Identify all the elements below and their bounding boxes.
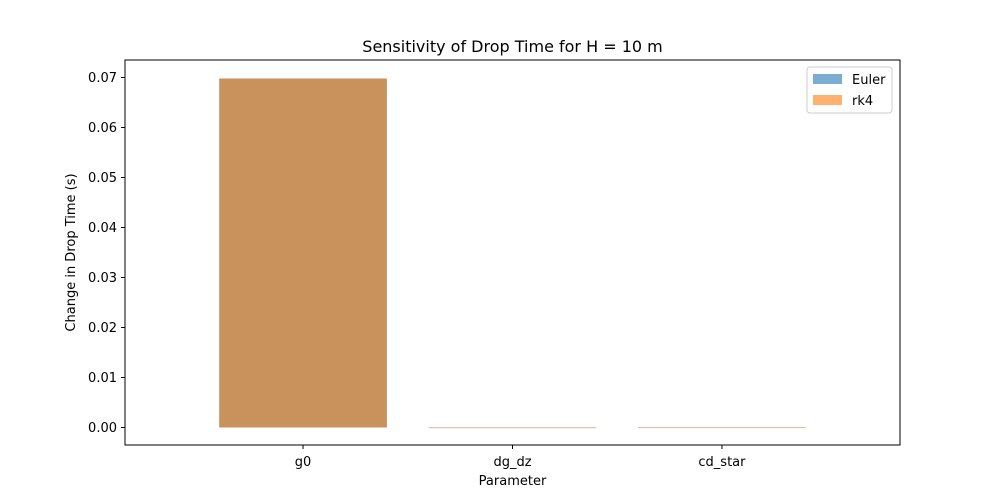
bars-group: [219, 78, 806, 429]
bar-rk4-g0: [219, 78, 387, 428]
y-tick-label: 0.01: [88, 371, 117, 386]
bar-rk4-dg_dz: [428, 427, 597, 429]
x-tick-label: cd_star: [698, 455, 746, 470]
y-tick-label: 0.00: [88, 421, 117, 436]
y-tick-label: 0.06: [88, 121, 117, 136]
x-tick-label: g0: [295, 455, 312, 470]
x-axis: g0 dg_dz cd_star: [295, 445, 746, 470]
y-tick-label: 0.03: [88, 271, 117, 286]
legend-swatch-rk4: [813, 95, 842, 105]
legend: Euler rk4: [806, 66, 893, 114]
x-tick-label: dg_dz: [493, 455, 531, 470]
y-tick-label: 0.05: [88, 171, 117, 186]
y-tick-label: 0.02: [88, 321, 117, 336]
chart-title: Sensitivity of Drop Time for H = 10 m: [362, 37, 662, 56]
y-tick-label: 0.04: [88, 221, 117, 236]
legend-swatch-euler: [813, 74, 842, 84]
y-axis: 0.00 0.01 0.02 0.03 0.04 0.05 0.06 0.07: [88, 71, 125, 436]
y-axis-label: Change in Drop Time (s): [64, 173, 79, 331]
x-axis-label: Parameter: [479, 474, 547, 489]
y-tick-label: 0.07: [88, 71, 117, 86]
legend-label-rk4: rk4: [852, 94, 873, 109]
legend-label-euler: Euler: [852, 73, 886, 88]
bar-rk4-cd_star: [638, 427, 806, 429]
